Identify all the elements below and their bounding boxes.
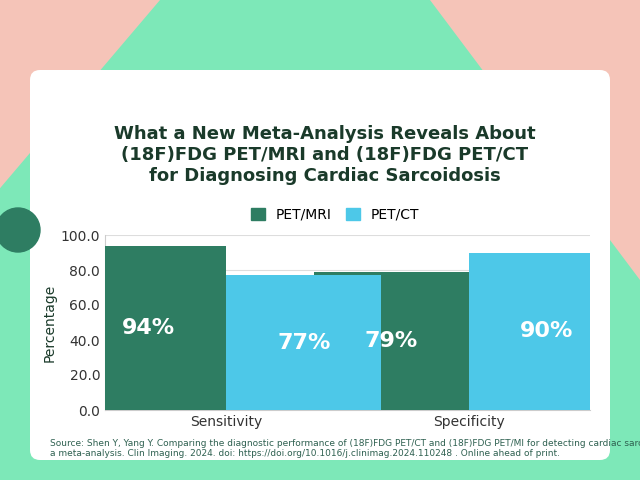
Text: 94%: 94%	[122, 318, 175, 338]
Text: 79%: 79%	[365, 331, 418, 351]
Bar	[227, 275, 381, 410]
Circle shape	[0, 208, 40, 252]
Text: 90%: 90%	[520, 321, 573, 341]
Legend: PET/MRI, PET/CT: PET/MRI, PET/CT	[248, 205, 422, 225]
Bar	[314, 272, 468, 410]
Y-axis label: Percentage: Percentage	[42, 283, 56, 361]
Bar	[71, 245, 227, 410]
Polygon shape	[0, 0, 160, 200]
Text: Source: Shen Y, Yang Y. Comparing the diagnostic performance of (18F)FDG PET/CT : Source: Shen Y, Yang Y. Comparing the di…	[50, 439, 640, 458]
Bar	[468, 252, 624, 410]
Polygon shape	[430, 0, 640, 480]
Text: 77%: 77%	[277, 333, 330, 353]
Text: What a New Meta-Analysis Reveals About
(18F)FDG PET/MRI and (18F)FDG PET/CT
for : What a New Meta-Analysis Reveals About (…	[114, 125, 536, 185]
FancyBboxPatch shape	[30, 70, 610, 460]
